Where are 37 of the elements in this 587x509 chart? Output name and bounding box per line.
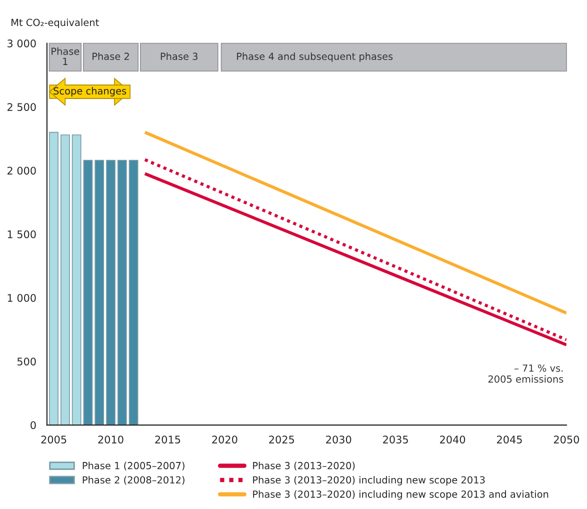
legend-label: Phase 3 (2013–2020) (253, 462, 355, 470)
x-tick-label: 2005 (41, 436, 66, 444)
x-tick-label: 2030 (326, 436, 352, 444)
y-tick-label: 500 (17, 358, 36, 366)
legend-label: Phase 1 (2005–2007) (82, 462, 184, 470)
annotation: – 71 % vs. 2005 emissions (488, 364, 564, 383)
x-tick-label: 2050 (554, 436, 580, 444)
x-tick-label: 2025 (269, 436, 294, 444)
band-label: Phase 3 (160, 52, 198, 60)
band-label: Phase 4 and subsequent phases (237, 52, 393, 62)
bar (60, 134, 70, 426)
y-axis-title: Mt CO₂-equivalent (12, 18, 99, 28)
x-tick-label: 2035 (383, 436, 408, 444)
annotation: Scope changes (54, 87, 126, 96)
x-tick-label: 2015 (155, 436, 180, 444)
x-tick-label: 2020 (212, 436, 238, 444)
bar (72, 134, 82, 426)
legend-label: Phase 3 (2013–2020) including new scope 2013 (253, 476, 485, 486)
band-label: Phase 2 (92, 52, 129, 60)
y-tick-label: 2 500 (7, 103, 36, 111)
legend-label: Phase 2 (2008–2012) (82, 476, 184, 485)
bar (128, 160, 138, 426)
bar (106, 160, 116, 426)
x-tick-label: 2045 (497, 436, 522, 444)
y-tick-label: 2 000 (7, 166, 36, 175)
bar (94, 160, 104, 426)
bar (83, 160, 93, 426)
x-tick-label: 2040 (440, 436, 466, 444)
x-tick-label: 2010 (98, 436, 124, 444)
bar (117, 160, 127, 426)
y-tick-label: 3 000 (8, 39, 36, 48)
y-tick-label: 1 500 (8, 230, 36, 238)
y-tick-label: 1 000 (8, 294, 36, 302)
band-label: Phase 1 (52, 47, 80, 65)
y-tick-label: 0 (30, 421, 36, 430)
legend-label: Phase 3 (2013–2020) including new scope 2013 and aviation (253, 490, 548, 500)
bar (49, 132, 58, 426)
